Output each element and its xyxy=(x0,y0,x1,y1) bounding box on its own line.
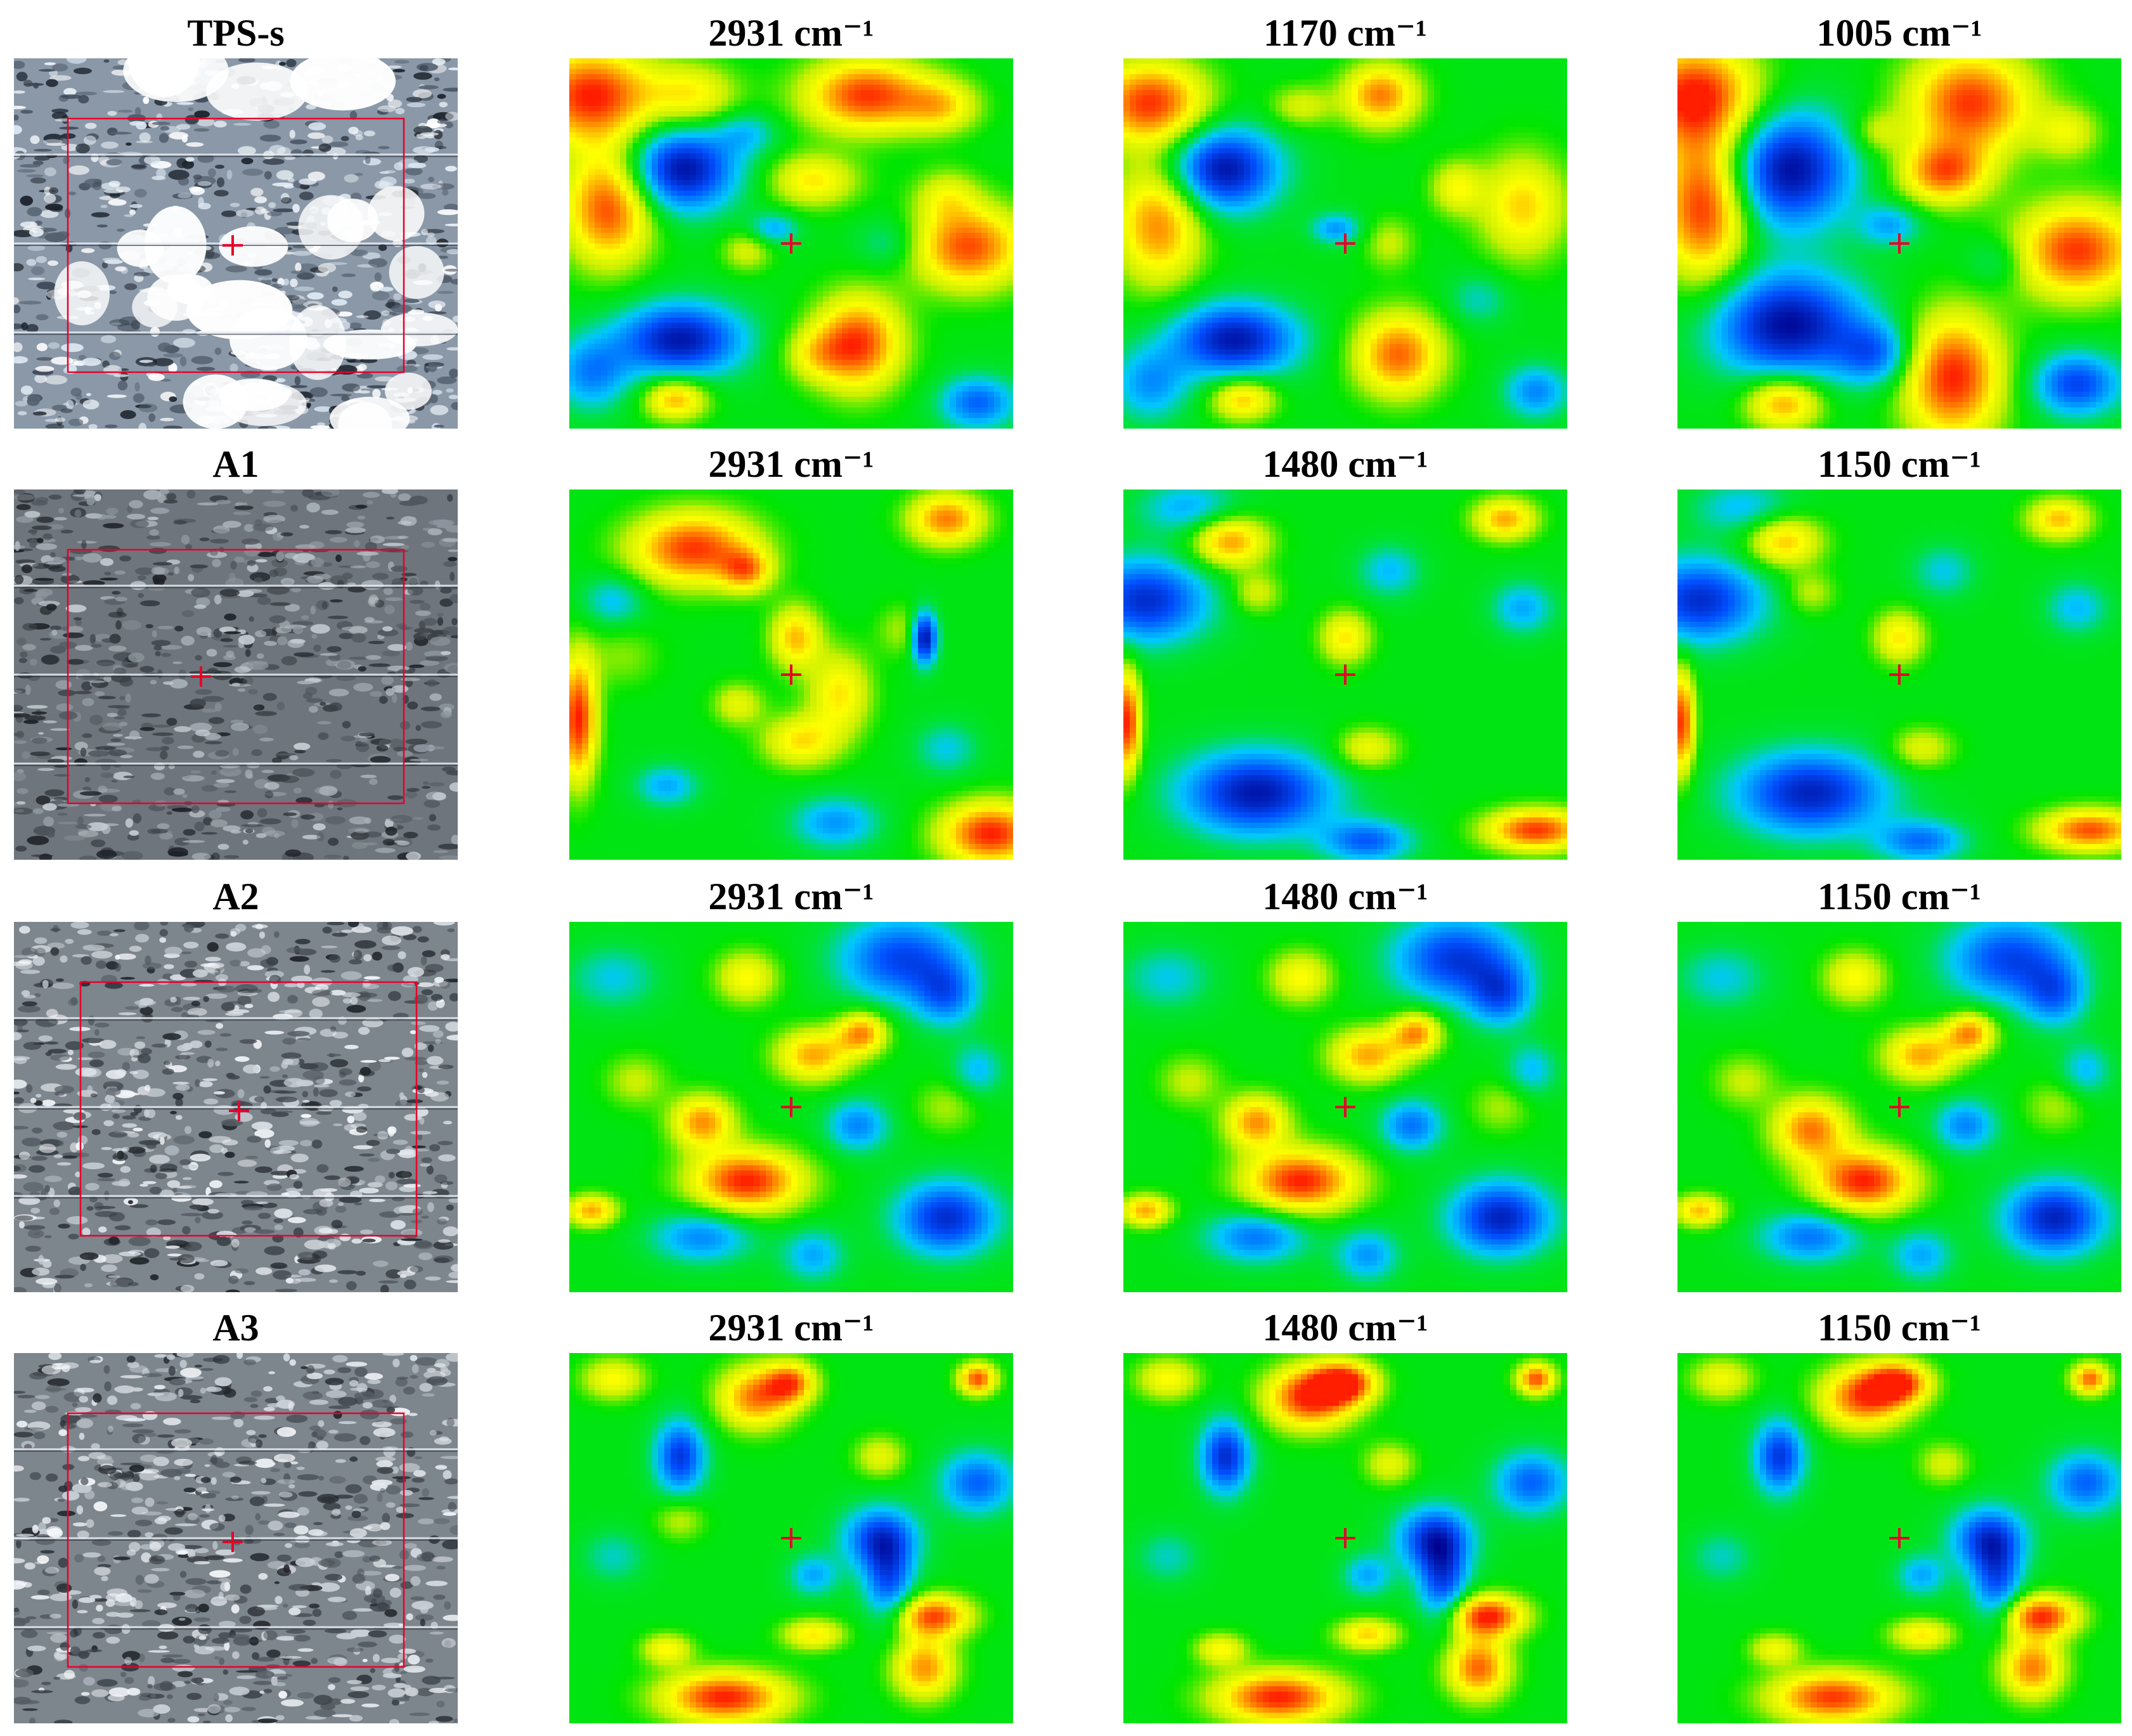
sample-photo xyxy=(14,1353,458,1723)
heatmap-canvas xyxy=(1123,489,1567,860)
band-label: 1480 cm⁻¹ xyxy=(1123,1302,1567,1353)
heatmap-a3-2931 xyxy=(569,1353,1013,1723)
band-label: 2931 cm⁻¹ xyxy=(569,8,1013,58)
band-label: 1480 cm⁻¹ xyxy=(1123,439,1567,489)
heatmap-canvas xyxy=(569,1353,1013,1723)
heatmap-a2-2931 xyxy=(569,922,1013,1292)
heatmap-canvas xyxy=(569,58,1013,429)
heatmap-a2-1150 xyxy=(1677,922,2121,1292)
sample-photo xyxy=(14,58,458,429)
sample-label: TPS-s xyxy=(14,8,458,58)
sample-photo xyxy=(14,922,458,1292)
band-label: 1170 cm⁻¹ xyxy=(1123,8,1567,58)
heatmap-canvas xyxy=(1123,58,1567,429)
heatmap-canvas xyxy=(569,489,1013,860)
heatmap-canvas xyxy=(1677,489,2121,860)
heatmap-tps-2931 xyxy=(569,58,1013,429)
heatmap-tps-1170 xyxy=(1123,58,1567,429)
band-label: 1005 cm⁻¹ xyxy=(1677,8,2121,58)
heatmap-canvas xyxy=(569,922,1013,1292)
heatmap-canvas xyxy=(1677,58,2121,429)
heatmap-canvas xyxy=(1123,1353,1567,1723)
heatmap-canvas xyxy=(1677,922,2121,1292)
band-label: 1150 cm⁻¹ xyxy=(1677,439,2121,489)
sample-label: A1 xyxy=(14,439,458,489)
sample-photo-image xyxy=(14,1353,458,1723)
heatmap-canvas xyxy=(1123,922,1567,1292)
heatmap-a2-1480 xyxy=(1123,922,1567,1292)
band-label: 1150 cm⁻¹ xyxy=(1677,871,2121,922)
sample-label: A2 xyxy=(14,871,458,922)
sample-photo-image xyxy=(14,58,458,429)
band-label: 2931 cm⁻¹ xyxy=(569,1302,1013,1353)
heatmap-a1-1480 xyxy=(1123,489,1567,860)
heatmap-tps-1005 xyxy=(1677,58,2121,429)
band-label: 1150 cm⁻¹ xyxy=(1677,1302,2121,1353)
heatmap-a3-1150 xyxy=(1677,1353,2121,1723)
sample-label: A3 xyxy=(14,1302,458,1353)
band-label: 2931 cm⁻¹ xyxy=(569,871,1013,922)
heatmap-a3-1480 xyxy=(1123,1353,1567,1723)
sample-photo-image xyxy=(14,922,458,1292)
band-label: 2931 cm⁻¹ xyxy=(569,439,1013,489)
band-label: 1480 cm⁻¹ xyxy=(1123,871,1567,922)
heatmap-canvas xyxy=(1677,1353,2121,1723)
sample-photo-image xyxy=(14,489,458,860)
sample-photo xyxy=(14,489,458,860)
heatmap-a1-1150 xyxy=(1677,489,2121,860)
heatmap-a1-2931 xyxy=(569,489,1013,860)
